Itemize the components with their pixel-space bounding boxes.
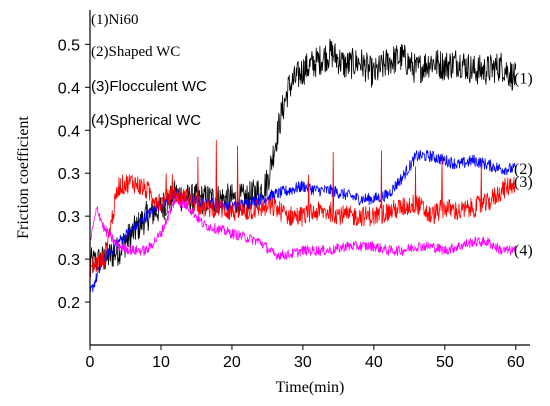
series-line-4 <box>89 195 517 261</box>
series-label-1: (1) <box>514 71 533 88</box>
x-tick-label: 60 <box>507 354 525 371</box>
legend-entry-ni60: (1)Ni60 <box>91 12 139 28</box>
y-tick-label: 0.3 <box>58 166 80 183</box>
y-tick-label: 0.4 <box>58 80 80 97</box>
x-tick-label: 30 <box>294 354 312 371</box>
x-axis-title: Time(min) <box>276 379 345 396</box>
legend-entry-flocculent-wc: (3)Flocculent WC <box>91 78 207 95</box>
legend-entry-spherical-wc: (4)Spherical WC <box>91 112 201 129</box>
series-line-3 <box>89 139 517 278</box>
y-tick-label: 0.4 <box>58 123 80 140</box>
series-label-3: (3) <box>514 174 533 191</box>
y-tick-label: 0.2 <box>58 295 80 312</box>
x-tick-label: 50 <box>436 354 454 371</box>
series-layer <box>89 38 517 293</box>
y-tick-label: 0.3 <box>58 252 80 269</box>
legend: (1)Ni60 (2)Shaped WC (3)Flocculent WC (4… <box>91 12 207 129</box>
series-label-2: (2) <box>514 161 533 178</box>
y-tick-label: 0.3 <box>58 209 80 226</box>
legend-entry-shaped-wc: (2)Shaped WC <box>91 44 180 60</box>
x-tick-label: 20 <box>223 354 241 371</box>
y-tick-label: 0.5 <box>58 37 80 54</box>
series-line-1 <box>89 38 517 274</box>
labels-layer: (1) (2)(3) (4) <box>514 71 533 260</box>
x-tick-label: 40 <box>365 354 383 371</box>
x-tick-label: 10 <box>152 354 170 371</box>
x-tick-label: 0 <box>86 354 95 371</box>
y-axis-title: Friction coefficient <box>15 116 32 239</box>
axes-layer: 0 10 20 30 40 50 60 0.2 0.3 0.3 0.3 0.4 0.4 0.5 <box>58 10 530 371</box>
series-label-4: (4) <box>514 243 533 260</box>
